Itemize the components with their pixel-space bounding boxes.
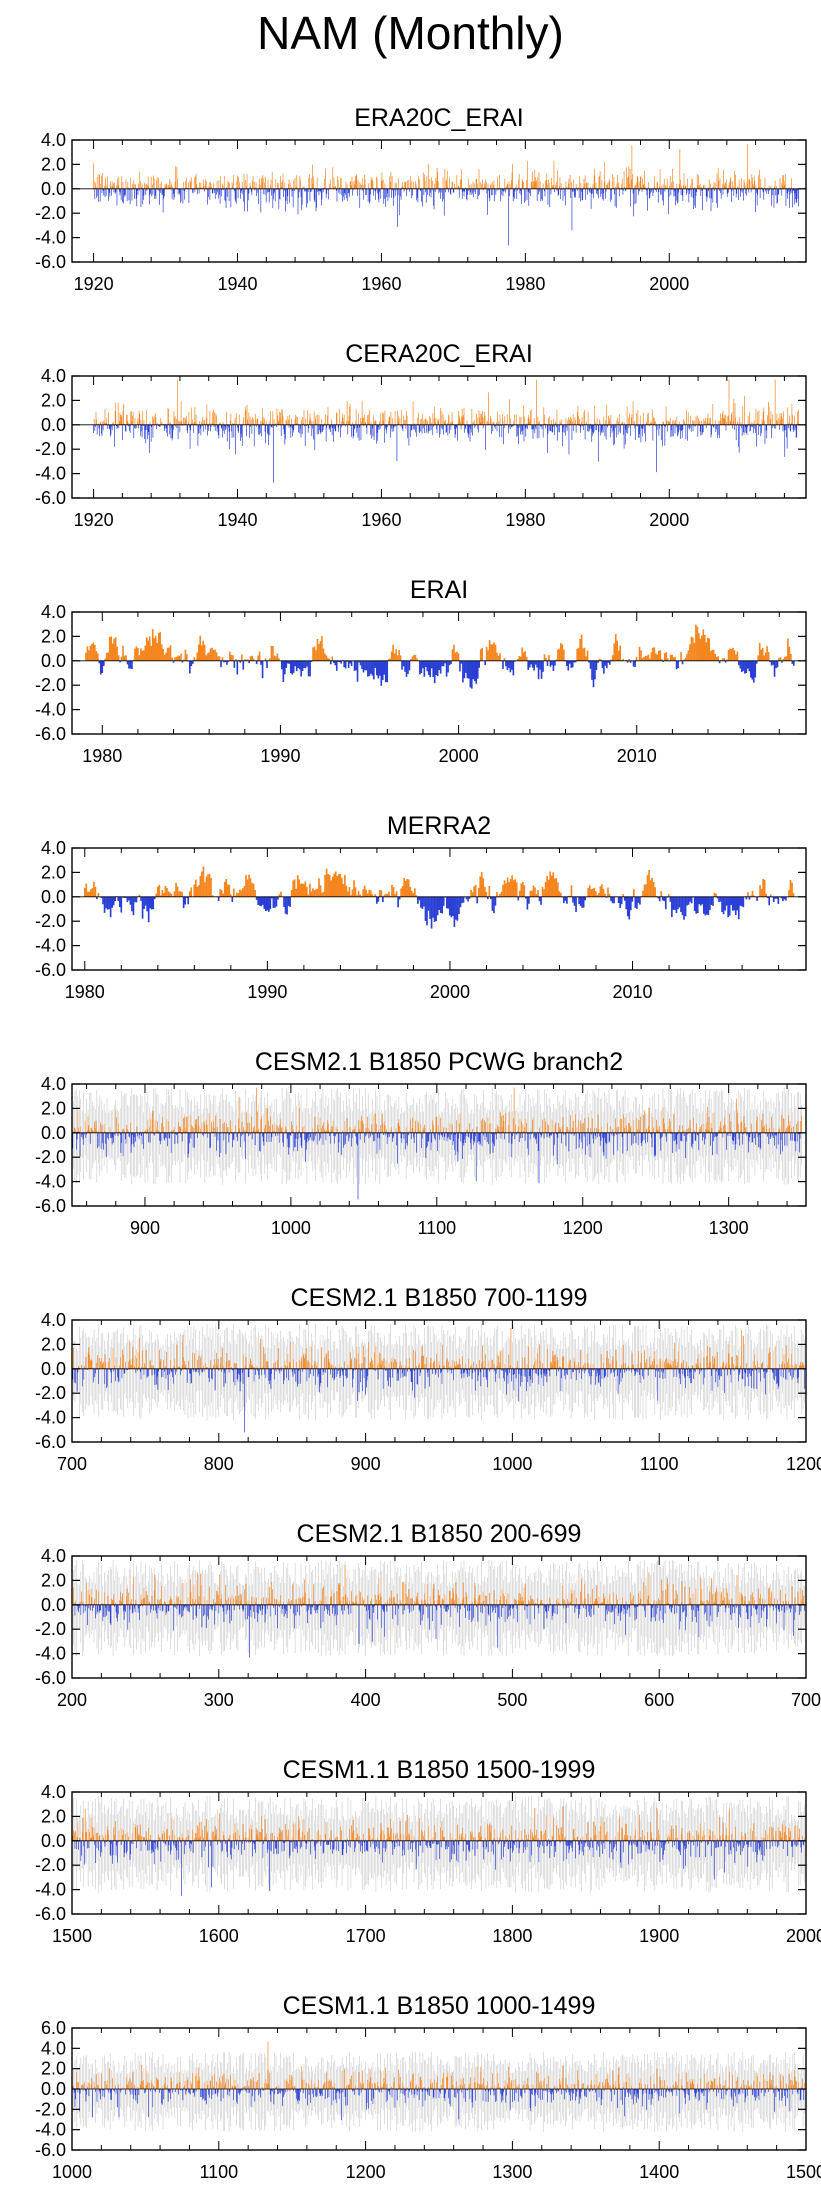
panel-1: ERA20C_ERAI 4.0 2.0 0.0 -2.0 -4.0 -6.0 1920 1940…: [35, 104, 807, 294]
x-tick-label: 2010: [617, 746, 657, 766]
x-tick-label: 1980: [82, 746, 122, 766]
y-tick-label: -6.0: [35, 724, 66, 744]
x-tick-label: 1980: [505, 510, 545, 530]
panel-5: CESM2.1 B1850 PCWG branch24.02.00.0-2.0-…: [35, 1048, 807, 1238]
y-tick-label: -4.0: [35, 700, 66, 720]
panel-3: ERAI 4.0 2.0 0.0 -2.0 -4.0 -6.0 1980 1990 2000 201…: [35, 576, 807, 766]
bars: [83, 866, 795, 929]
y-tick-label: -2.0: [35, 203, 66, 223]
x-tick-label: 1980: [65, 982, 105, 1002]
y-tick-label: -6.0: [35, 488, 66, 508]
y-tick-label: 0.0: [41, 415, 66, 435]
y-tick-label: -4.0: [35, 936, 66, 956]
y-tick-label: 2.0: [41, 626, 66, 646]
y-tick-label: 2.0: [41, 154, 66, 174]
bars: [83, 624, 795, 689]
y-tick-label: 0.0: [41, 887, 66, 907]
y-tick-label: 4.0: [41, 130, 66, 150]
y-tick-label: -6.0: [35, 252, 66, 272]
y-tick-label: -2.0: [35, 439, 66, 459]
x-tick-label: 2010: [613, 982, 653, 1002]
y-tick-label: 4.0: [41, 838, 66, 858]
y-tick-label: 0.0: [41, 651, 66, 671]
panel-title: ERAI: [410, 576, 468, 604]
y-tick-label: -4.0: [35, 464, 66, 484]
y-tick-label: 4.0: [41, 366, 66, 386]
bars: [93, 379, 799, 483]
x-tick-label: 1960: [361, 510, 401, 530]
plot-frame: [71, 375, 807, 499]
y-tick-label: -2.0: [35, 675, 66, 695]
x-tick-label: 1990: [260, 746, 300, 766]
y-tick-label: 2.0: [41, 862, 66, 882]
x-tick-label: 2000: [439, 746, 479, 766]
x-tick-label: 1920: [74, 510, 114, 530]
x-tick-label: 2000: [649, 510, 689, 530]
y-tick-label: -6.0: [35, 960, 66, 980]
y-tick-label: -2.0: [35, 911, 66, 931]
panel-title: CERA20C_ERAI: [345, 340, 533, 368]
x-tick-label: 1990: [247, 982, 287, 1002]
bars: [93, 143, 799, 246]
x-tick-label: 1920: [74, 274, 114, 294]
x-tick-label: 2000: [430, 982, 470, 1002]
y-tick-label: 2.0: [41, 390, 66, 410]
plot-frame: [71, 139, 807, 263]
x-tick-label: 1960: [361, 274, 401, 294]
y-tick-label: 0.0: [41, 179, 66, 199]
panel-title: MERRA2: [387, 812, 491, 840]
x-tick-label: 1980: [505, 274, 545, 294]
plot-frame: [71, 847, 807, 971]
plot-frame: [71, 611, 807, 735]
bars: [71, 1087, 802, 1200]
panel-title: CESM2.1 B1850 PCWG branch2: [255, 1048, 623, 1076]
y-tick-label: -4.0: [35, 228, 66, 248]
x-tick-label: 1940: [217, 274, 257, 294]
x-tick-label: 1940: [217, 510, 257, 530]
x-tick-label: 2000: [649, 274, 689, 294]
y-tick-label: 4.0: [41, 602, 66, 622]
panel-title: ERA20C_ERAI: [354, 104, 524, 132]
figure-title: NAM (Monthly): [0, 6, 821, 60]
panel-2: CERA20C_ERAI 4.0 2.0 0.0 -2.0 -4.0 -6.0 1920 194…: [35, 340, 807, 530]
